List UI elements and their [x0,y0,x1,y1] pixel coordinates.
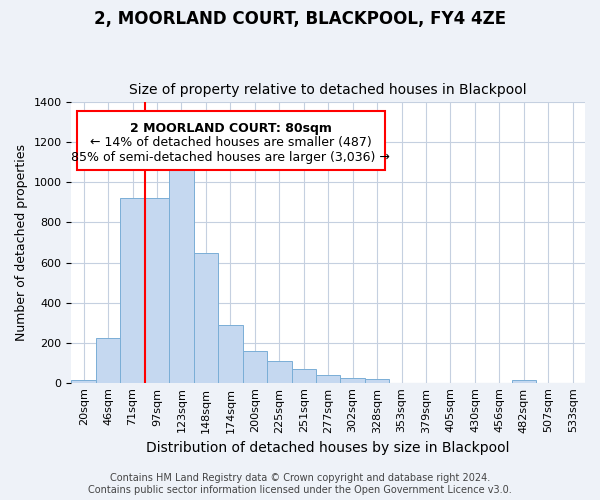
Bar [71,380,96,382]
Bar [267,360,292,382]
Text: Contains HM Land Registry data © Crown copyright and database right 2024.
Contai: Contains HM Land Registry data © Crown c… [88,474,512,495]
X-axis label: Distribution of detached houses by size in Blackpool: Distribution of detached houses by size … [146,441,510,455]
Text: 2 MOORLAND COURT: 80sqm: 2 MOORLAND COURT: 80sqm [130,122,332,135]
Y-axis label: Number of detached properties: Number of detached properties [15,144,28,341]
FancyBboxPatch shape [77,110,385,170]
Bar [340,378,365,382]
Bar [365,378,389,382]
Title: Size of property relative to detached houses in Blackpool: Size of property relative to detached ho… [130,83,527,97]
Bar [194,252,218,382]
Bar [169,168,194,382]
Bar [121,198,145,382]
Bar [316,374,340,382]
Bar [145,198,169,382]
Bar [292,368,316,382]
Bar [96,338,121,382]
Text: 85% of semi-detached houses are larger (3,036) →: 85% of semi-detached houses are larger (… [71,152,390,164]
Bar [512,380,536,382]
Text: ← 14% of detached houses are smaller (487): ← 14% of detached houses are smaller (48… [90,136,371,149]
Text: 2, MOORLAND COURT, BLACKPOOL, FY4 4ZE: 2, MOORLAND COURT, BLACKPOOL, FY4 4ZE [94,10,506,28]
Bar [242,350,267,382]
Bar [218,324,242,382]
